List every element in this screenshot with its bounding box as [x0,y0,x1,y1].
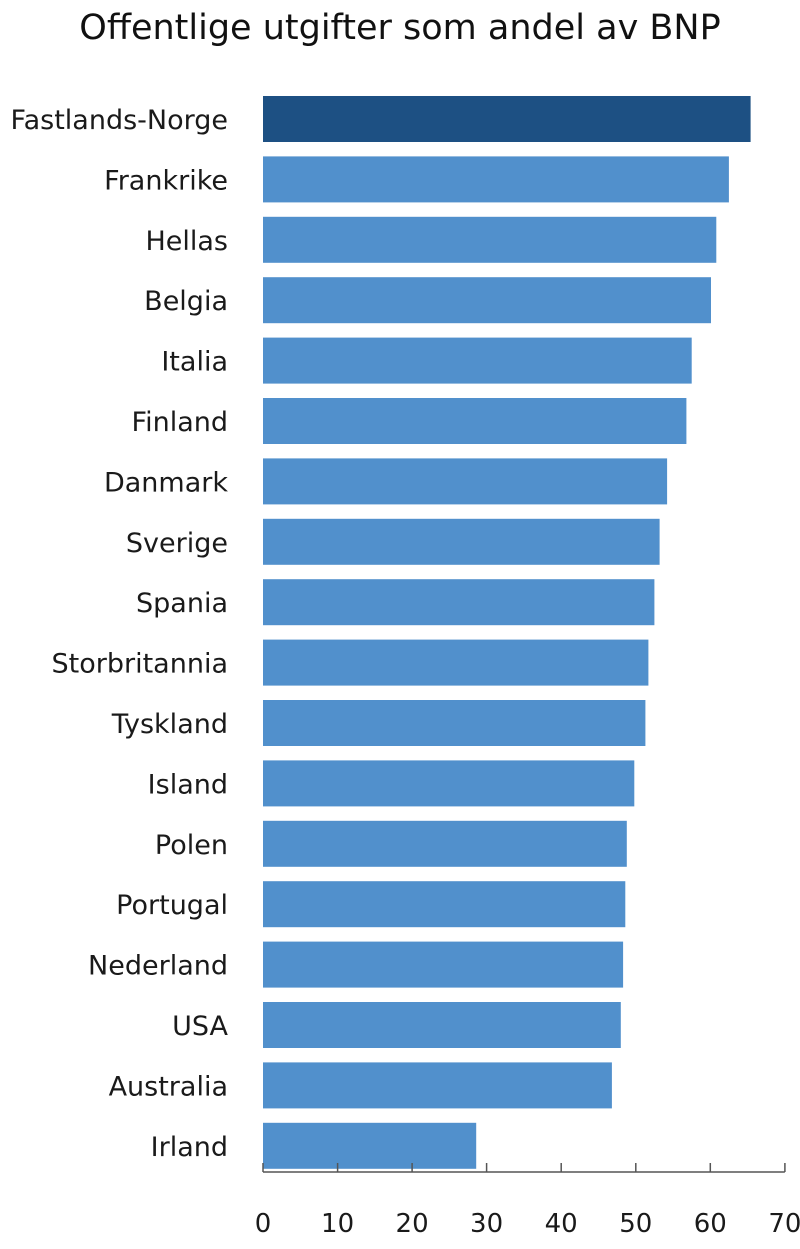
category-label: Spania [136,588,228,619]
x-tick-label: 0 [255,1209,272,1239]
category-labels-group: Fastlands-Norge Frankrike Hellas Belgia Ital… [11,105,229,1163]
bar-finland [263,398,687,444]
category-label: Island [148,769,228,800]
bar-italia [263,337,692,384]
x-tick-label: 60 [694,1209,727,1239]
category-label: Italia [161,347,228,378]
bar-island [263,760,635,807]
category-label: Australia [109,1071,228,1102]
x-tick-label: 20 [396,1209,429,1239]
category-label: Sverige [126,528,228,559]
bar-irland [263,1122,477,1169]
bar-belgia [263,277,711,324]
bar-polen [263,820,627,867]
bar-spania [263,579,655,626]
category-label: Storbritannia [52,649,229,680]
bar-frankrike [263,156,729,203]
category-label: Irland [151,1132,228,1163]
chart-title: Offentlige utgifter som andel av BNP [79,8,721,48]
category-label: Finland [132,407,228,438]
category-label: USA [172,1011,228,1042]
bar-sverige [263,518,660,565]
category-label: Frankrike [104,165,228,196]
bar-tyskland [263,700,646,746]
category-label: Belgia [144,286,228,317]
bar-nederland [263,941,624,988]
x-tick-label: 10 [321,1209,354,1239]
bars-group [263,96,751,1169]
bar-danmark [263,458,668,505]
x-axis: 0 10 20 30 40 50 60 70 [255,1163,800,1239]
category-label: Tyskland [111,709,228,740]
x-tick-label: 30 [470,1209,503,1239]
category-label: Nederland [88,951,228,982]
category-label: Fastlands-Norge [11,105,228,136]
category-label: Danmark [104,467,228,498]
x-tick-label: 70 [768,1209,800,1239]
bar-storbritannia [263,639,649,686]
bar-portugal [263,881,626,928]
category-label: Portugal [116,890,228,921]
x-tick-label: 50 [619,1209,652,1239]
category-label: Polen [155,830,228,861]
bar-hellas [263,216,717,263]
bar-australia [263,1062,612,1109]
bar-fastlands-norge [263,96,751,142]
category-label: Hellas [145,226,228,257]
bar-usa [263,1002,621,1048]
x-tick-label: 40 [545,1209,578,1239]
